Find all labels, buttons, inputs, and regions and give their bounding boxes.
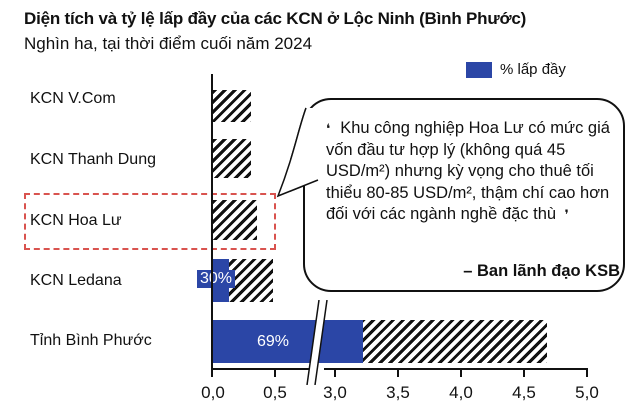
x-tick-label: 4,5 [512, 383, 536, 402]
legend-swatch [466, 61, 492, 78]
x-tick-label: 3,5 [386, 383, 410, 402]
x-tick-label: 3,0 [323, 383, 347, 402]
chart-title: Diện tích và tỷ lệ lấp đầy của các KCN ở… [24, 9, 527, 28]
x-tick [460, 368, 462, 377]
x-tick [586, 368, 588, 377]
quote-body: Khu công nghiệp Hoa Lư có mức giá vốn đầ… [326, 119, 610, 223]
x-tick [274, 368, 276, 377]
y-axis-line [211, 74, 213, 370]
x-tick-label: 0,0 [201, 383, 225, 402]
quote-attribution: – Ban lãnh đạo KSB [463, 262, 620, 280]
close-quote-icon: ❜ [564, 207, 569, 222]
category-label: KCN V.Com [30, 90, 116, 107]
category-label: KCN Ledana [30, 272, 122, 289]
highlight-box [24, 193, 276, 250]
category-label: KCN Thanh Dung [30, 151, 156, 168]
x-tick [523, 368, 525, 377]
pct-label-ledana: 30% [197, 270, 236, 288]
category-label: KCN Hoa Lư [30, 212, 122, 229]
x-tick-label: 5,0 [575, 383, 599, 402]
x-tick [397, 368, 399, 377]
x-tick-label: 0,5 [263, 383, 287, 402]
x-axis-line [324, 368, 588, 370]
quote-text: ❛ Khu công nghiệp Hoa Lư có mức giá vốn đ… [326, 118, 618, 226]
x-tick [211, 368, 213, 377]
chart-subtitle: Nghìn ha, tại thời điểm cuối năm 2024 [24, 34, 313, 53]
bar-vcom [213, 90, 251, 122]
category-label: Tỉnh Bình Phước [30, 332, 152, 349]
x-axis-line [211, 368, 312, 370]
x-tick [334, 368, 336, 377]
legend-label: % lấp đầy [500, 61, 566, 78]
quote-bubble [303, 98, 625, 292]
bar-hoalu [213, 200, 257, 240]
bar-binhphuoc-fill: 69% [213, 320, 363, 363]
bar-thanhdung [213, 139, 251, 178]
x-tick-label: 4,0 [449, 383, 473, 402]
open-quote-icon: ❛ [326, 121, 331, 136]
axis-break-icon [306, 300, 328, 385]
legend: % lấp đầy [466, 61, 566, 78]
bubble-pointer-cover [290, 107, 319, 193]
pct-label-binhphuoc: 69% [256, 332, 290, 350]
